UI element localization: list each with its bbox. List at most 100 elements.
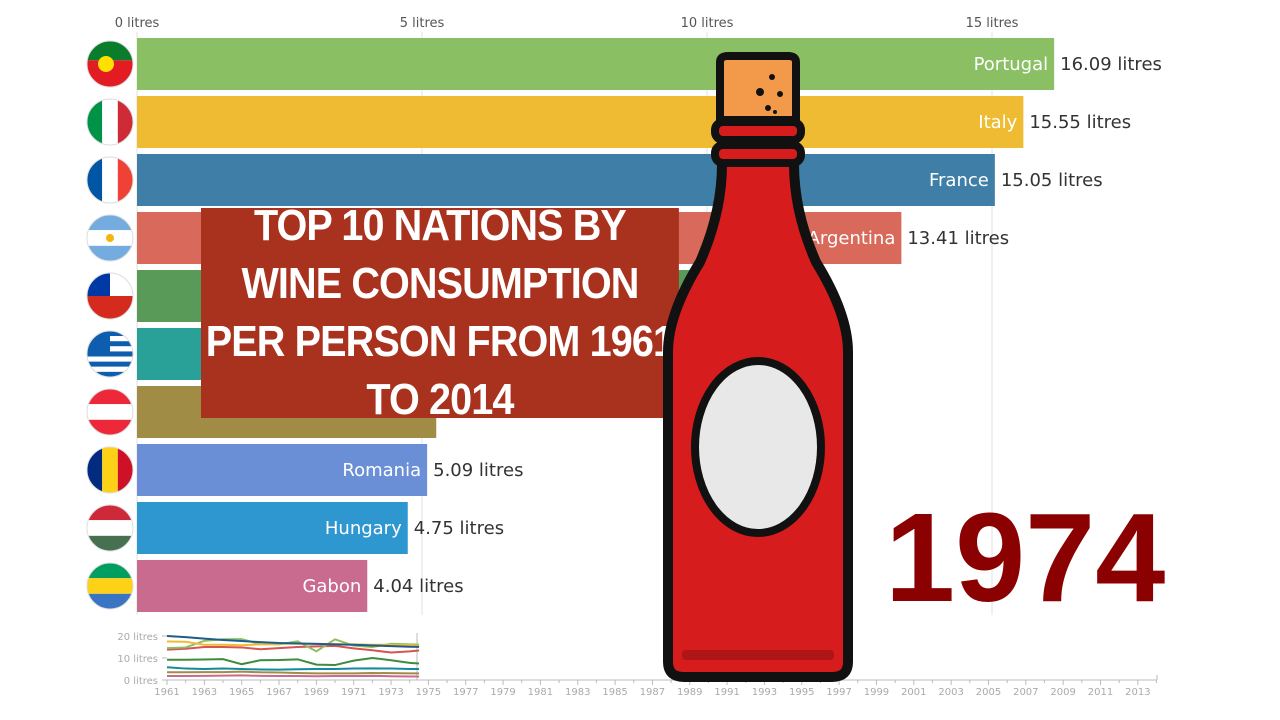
mini-y-tick-label: 20 litres (117, 632, 158, 643)
italy-flag-icon (87, 99, 133, 145)
mini-x-tick-label: 1971 (341, 687, 366, 698)
flag-border (86, 98, 134, 146)
gabon-flag-icon (87, 563, 133, 609)
title-banner: TOP 10 NATIONS BY WINE CONSUMPTION PER P… (201, 201, 679, 424)
flag-stripe (102, 99, 118, 145)
flag-emblem (98, 56, 114, 72)
flag-stripe (87, 157, 103, 203)
flag-stripe (87, 296, 133, 319)
chart-title: TOP 10 NATIONS BY WINE CONSUMPTION PER P… (205, 201, 675, 424)
bar-row-hungary: Hungary 4.75 litres (86, 502, 504, 554)
flag-stripe (117, 157, 133, 203)
flag-border (86, 214, 134, 262)
mini-x-tick-label: 1965 (229, 687, 254, 698)
bar (137, 444, 428, 496)
bar-row-portugal: Portugal 16.09 litres (86, 38, 1162, 90)
mini-x-tick-label: 1987 (640, 687, 665, 698)
flag-stripe (87, 99, 103, 145)
bar-row-romania: Romania 5.09 litres (86, 444, 523, 496)
bar (137, 38, 1055, 90)
flag-stripe (87, 366, 133, 372)
mini-x-tick-label: 1991 (714, 687, 739, 698)
mini-x-tick-label: 1969 (304, 687, 329, 698)
flag-border (86, 40, 134, 88)
bar (137, 96, 1024, 148)
wine-bottle-icon (663, 52, 853, 682)
mini-x-tick-label: 1981 (528, 687, 553, 698)
flag-stripe (87, 404, 133, 420)
mini-x-tick-label: 2007 (1013, 687, 1038, 698)
mini-series-line (166, 666, 420, 671)
bar-row-france: France 15.05 litres (86, 154, 1103, 206)
flag-border (86, 504, 134, 552)
flag-stripe (117, 99, 133, 145)
flag-border (86, 330, 134, 378)
flag-stripe (87, 419, 133, 435)
mini-x-tick-label: 1967 (266, 687, 291, 698)
mini-y-tick-label: 10 litres (117, 654, 158, 665)
flag-stripe (87, 578, 133, 594)
flag-canton (87, 331, 110, 357)
flag-stripe (102, 157, 118, 203)
flag-stripe (87, 505, 133, 521)
romania-flag-icon (87, 447, 133, 493)
bar (137, 502, 408, 554)
x-tick-label: 5 litres (400, 16, 445, 31)
mini-x-tick-label: 1975 (416, 687, 441, 698)
flag-stripe (87, 389, 133, 405)
flag-border (86, 272, 134, 320)
mini-x-tick-label: 1989 (677, 687, 702, 698)
mini-x-tick-label: 1995 (789, 687, 814, 698)
bar-label: Argentina (808, 228, 896, 249)
bar-value: 5.09 litres (433, 460, 523, 481)
argentina-flag-icon (87, 215, 133, 261)
mini-x-tick-label: 2005 (976, 687, 1001, 698)
mini-x-tick-label: 1985 (602, 687, 627, 698)
bar-value: 4.04 litres (373, 576, 463, 597)
mini-x-tick-label: 2009 (1050, 687, 1075, 698)
bar-label: France (929, 170, 989, 191)
bar-label: Hungary (325, 518, 402, 539)
flag-stripe (87, 245, 133, 261)
bar-label: Romania (342, 460, 421, 481)
flag-stripe (87, 563, 133, 579)
mini-x-tick-label: 1963 (192, 687, 217, 698)
mini-series-line (167, 674, 420, 678)
france-flag-icon (87, 157, 133, 203)
mini-series-line (167, 670, 420, 675)
flag-stripe (87, 41, 133, 61)
flag-stripe (87, 356, 133, 362)
x-tick-label: 0 litres (115, 16, 160, 31)
mini-x-tick-label: 2011 (1088, 687, 1113, 698)
mini-x-tick-label: 2013 (1125, 687, 1150, 698)
flag-stripe (87, 520, 133, 536)
bar-value: 16.09 litres (1060, 54, 1162, 75)
flag-border (86, 156, 134, 204)
flag-border (86, 388, 134, 436)
current-year: 1974 (885, 487, 1166, 628)
mini-series-line (166, 635, 420, 648)
mini-series-line (166, 644, 420, 654)
bar-row-gabon: Gabon 4.04 litres (86, 560, 464, 612)
mini-x-tick-label: 1961 (154, 687, 179, 698)
flag-border (86, 446, 134, 494)
hungary-flag-icon (87, 505, 133, 551)
mini-y-tick-label: 0 litres (124, 676, 158, 687)
bar-row-italy: Italy 15.55 litres (86, 96, 1131, 148)
bar-value: 13.41 litres (907, 228, 1009, 249)
bar-label: Gabon (302, 576, 361, 597)
mini-x-tick-label: 1999 (864, 687, 889, 698)
flag-stripe (87, 215, 133, 231)
mini-x-tick-label: 1997 (826, 687, 851, 698)
mini-x-tick-label: 2001 (901, 687, 926, 698)
flag-stripe (87, 593, 133, 609)
flag-stripe (102, 447, 118, 493)
austria-flag-icon (87, 389, 133, 435)
mini-series-line (167, 656, 420, 667)
mini-x-tick-label: 1979 (490, 687, 515, 698)
flag-stripe (117, 447, 133, 493)
bar-label: Italy (978, 112, 1017, 133)
mini-x-tick-label: 2003 (938, 687, 963, 698)
flag-border (86, 562, 134, 610)
flag-stripe (87, 535, 133, 551)
